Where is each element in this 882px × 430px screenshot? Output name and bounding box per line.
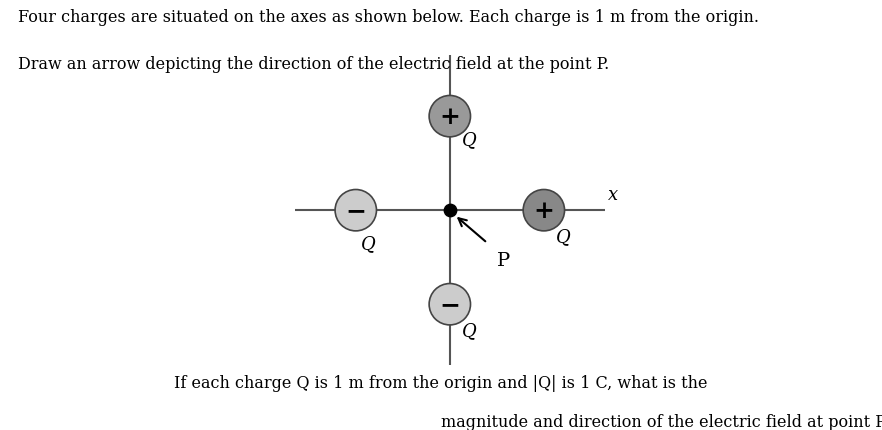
Text: magnitude and direction of the electric field at point P?: magnitude and direction of the electric … — [441, 413, 882, 430]
Text: −: − — [345, 199, 366, 223]
Text: Q: Q — [361, 234, 375, 252]
Text: Four charges are situated on the axes as shown below. Each charge is 1 m from th: Four charges are situated on the axes as… — [18, 9, 759, 25]
Text: Draw an arrow depicting the direction of the electric field at the point P.: Draw an arrow depicting the direction of… — [18, 56, 609, 73]
Text: −: − — [439, 292, 460, 316]
Circle shape — [523, 190, 564, 231]
Text: Q: Q — [462, 321, 477, 339]
Text: If each charge Q is 1 m from the origin and |Q| is 1 C, what is the: If each charge Q is 1 m from the origin … — [175, 374, 707, 391]
Text: x: x — [608, 185, 618, 203]
Circle shape — [335, 190, 377, 231]
Text: P: P — [497, 251, 510, 269]
Text: Q: Q — [462, 131, 477, 149]
Circle shape — [430, 284, 470, 325]
Point — [443, 207, 457, 214]
Text: Q: Q — [556, 227, 571, 246]
Text: +: + — [534, 199, 554, 223]
Circle shape — [430, 96, 470, 138]
Text: +: + — [439, 105, 460, 129]
